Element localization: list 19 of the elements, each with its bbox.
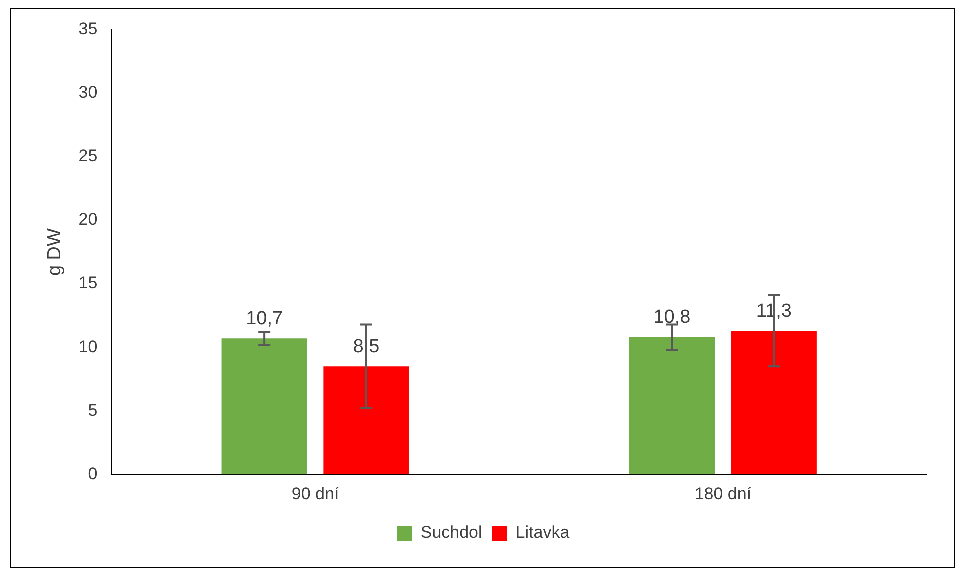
y-tick-label: 0: [88, 464, 98, 484]
bar: [222, 338, 308, 475]
data-label: 10,8: [654, 307, 691, 328]
legend-label: Litavka: [516, 523, 570, 542]
bar: [629, 337, 716, 475]
y-tick-label: 20: [78, 210, 98, 230]
bar: [324, 366, 410, 475]
legend-label: Suchdol: [420, 523, 482, 542]
y-tick-label: 25: [78, 146, 98, 166]
y-tick-label: 30: [78, 83, 98, 102]
y-tick-label: 35: [78, 20, 98, 39]
bar: [731, 331, 817, 475]
x-tick-label: 180 dní: [694, 484, 752, 504]
y-axis-title: g DW: [44, 228, 66, 276]
y-tick-label: 15: [78, 274, 98, 293]
y-tick-label: 10: [78, 337, 98, 356]
x-tick-label: 90 dní: [292, 484, 340, 504]
y-tick-label: 5: [88, 400, 98, 420]
data-label: 10,7: [246, 308, 284, 330]
